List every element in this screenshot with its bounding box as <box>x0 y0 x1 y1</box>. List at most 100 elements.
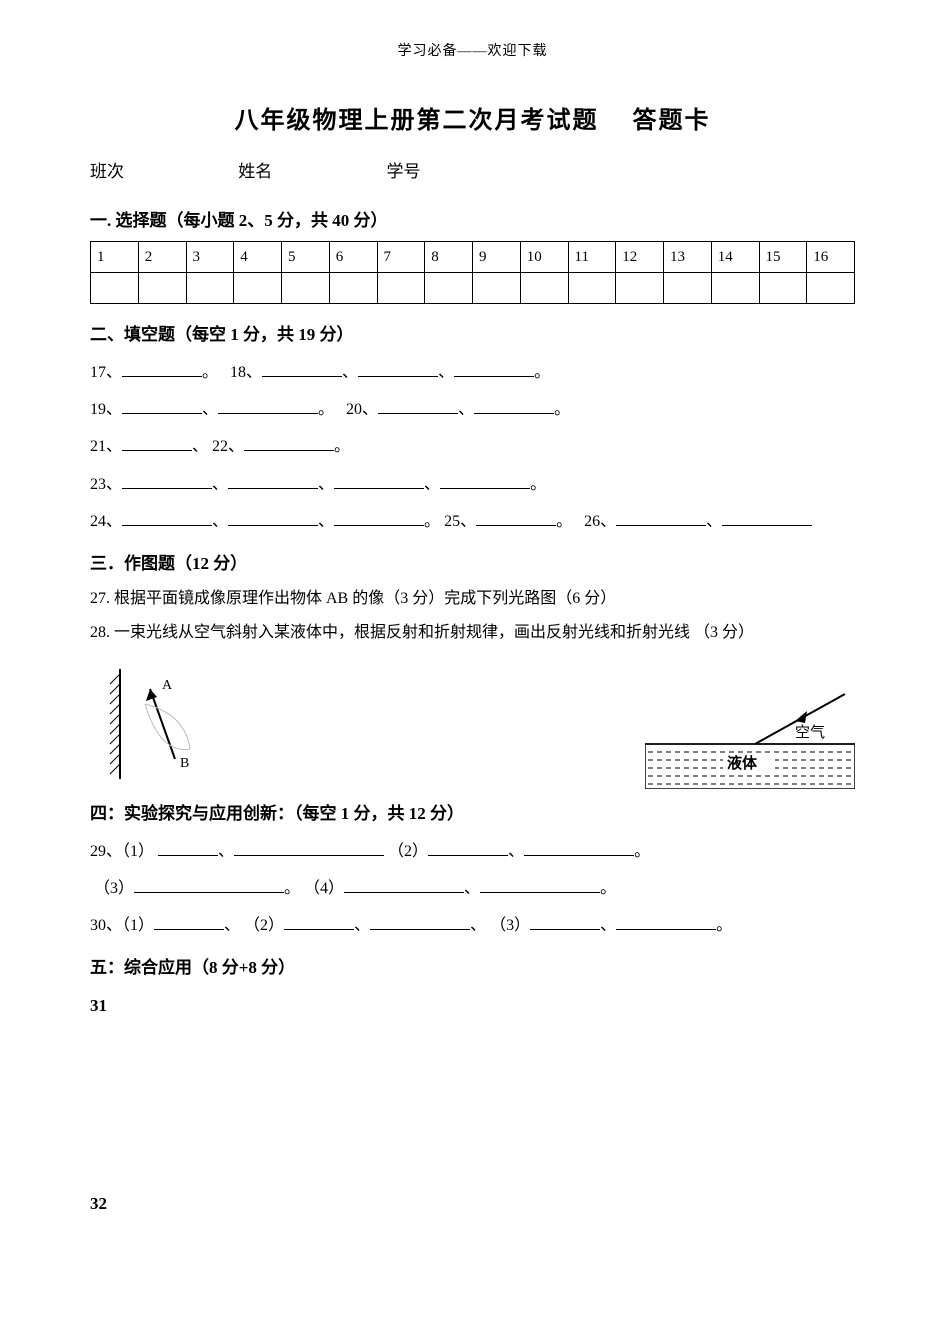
table-row: 1 2 3 4 5 6 7 8 9 10 11 12 13 14 15 16 <box>91 242 855 273</box>
blank[interactable] <box>218 396 318 415</box>
period: 。 <box>284 880 300 897</box>
line-19-20: 19、、。 20、、。 <box>90 392 855 427</box>
blank[interactable] <box>616 507 706 526</box>
q19-label: 19、 <box>90 401 122 418</box>
q30-label: 30、 <box>90 917 122 934</box>
period: 。 <box>334 438 350 455</box>
blank[interactable] <box>454 358 534 377</box>
blank[interactable] <box>530 912 600 931</box>
mc-ans-11[interactable] <box>568 273 616 304</box>
blank[interactable] <box>234 837 384 856</box>
blank[interactable] <box>284 912 354 931</box>
q23-label: 23、 <box>90 476 122 493</box>
p1: （1） <box>122 917 154 934</box>
sep: 、 <box>706 513 722 530</box>
mc-ans-1[interactable] <box>91 273 139 304</box>
mc-col-2: 2 <box>138 242 186 273</box>
refraction-diagram: 空气 液体 <box>645 689 855 789</box>
period: 。 <box>534 364 550 381</box>
p3: （3） <box>94 880 134 897</box>
q28-text: 28. 一束光线从空气斜射入某液体中，根据反射和折射规律，画出反射光线和折射光线… <box>90 618 855 648</box>
blank[interactable] <box>244 433 334 452</box>
blank[interactable] <box>122 396 202 415</box>
section4-heading: 四：实验探究与应用创新：（每空 1 分，共 12 分） <box>90 799 855 824</box>
mc-ans-12[interactable] <box>616 273 664 304</box>
line-23: 23、、、、。 <box>90 467 855 502</box>
mc-col-14: 14 <box>711 242 759 273</box>
mc-ans-8[interactable] <box>425 273 473 304</box>
blank[interactable] <box>134 874 284 893</box>
q21-label: 21、 <box>90 438 122 455</box>
q29-label: 29、 <box>90 843 122 860</box>
period: 。 <box>318 401 334 418</box>
blank[interactable] <box>476 507 556 526</box>
blank[interactable] <box>122 433 192 452</box>
page-title: 八年级物理上册第二次月考试题 <box>235 108 599 134</box>
air-label: 空气 <box>795 724 825 741</box>
mc-ans-4[interactable] <box>234 273 282 304</box>
blank[interactable] <box>154 912 224 931</box>
q25-label: 25、 <box>444 513 476 530</box>
blank[interactable] <box>344 874 464 893</box>
blank[interactable] <box>440 470 530 489</box>
blank[interactable] <box>722 507 812 526</box>
sep: 、 <box>354 917 370 934</box>
period: 。 <box>556 513 572 530</box>
q32-label: 32 <box>90 1194 855 1214</box>
p4: （4） <box>304 880 344 897</box>
sep: 、 <box>508 843 524 860</box>
class-label: 班次 <box>90 162 124 181</box>
blank[interactable] <box>228 470 318 489</box>
q31-space[interactable] <box>90 1016 855 1176</box>
header-note-left: 学习必备 <box>398 44 458 59</box>
mc-ans-5[interactable] <box>282 273 330 304</box>
blank[interactable] <box>122 358 202 377</box>
blank[interactable] <box>122 470 212 489</box>
mc-ans-15[interactable] <box>759 273 807 304</box>
info-row: 班次 姓名 学号 <box>90 157 855 182</box>
mc-ans-16[interactable] <box>807 273 855 304</box>
blank[interactable] <box>228 507 318 526</box>
sep: 、 <box>192 438 208 455</box>
mc-ans-6[interactable] <box>329 273 377 304</box>
mc-col-5: 5 <box>282 242 330 273</box>
blank[interactable] <box>334 507 424 526</box>
mc-ans-10[interactable] <box>520 273 568 304</box>
mc-ans-14[interactable] <box>711 273 759 304</box>
page: 学习必备——欢迎下载 八年级物理上册第二次月考试题 答题卡 班次 姓名 学号 一… <box>0 0 945 1274</box>
q24-label: 24、 <box>90 513 122 530</box>
q26-label: 26、 <box>584 513 616 530</box>
p2: （2） <box>388 843 428 860</box>
blank[interactable] <box>480 874 600 893</box>
q20-label: 20、 <box>346 401 378 418</box>
blank[interactable] <box>524 837 634 856</box>
period: 。 <box>554 401 570 418</box>
period: 。 <box>600 880 616 897</box>
mc-ans-2[interactable] <box>138 273 186 304</box>
line-17-18: 17、。 18、、、。 <box>90 355 855 390</box>
mc-ans-3[interactable] <box>186 273 234 304</box>
mc-table: 1 2 3 4 5 6 7 8 9 10 11 12 13 14 15 16 <box>90 241 855 304</box>
sep: 、 <box>342 364 358 381</box>
blank[interactable] <box>334 470 424 489</box>
sep: 、 <box>202 401 218 418</box>
line-29a: 29、（1） 、 （2）、。 <box>90 834 855 869</box>
blank[interactable] <box>122 507 212 526</box>
blank[interactable] <box>616 912 716 931</box>
sep: 、 <box>212 513 228 530</box>
blank[interactable] <box>378 396 458 415</box>
blank[interactable] <box>358 358 438 377</box>
id-label: 学号 <box>387 162 421 181</box>
blank[interactable] <box>428 837 508 856</box>
p2: （2） <box>244 917 284 934</box>
blank[interactable] <box>158 837 218 856</box>
sep: 、 <box>438 364 454 381</box>
sep: 、 <box>318 513 334 530</box>
mc-ans-9[interactable] <box>473 273 521 304</box>
blank[interactable] <box>474 396 554 415</box>
period: 。 <box>424 513 440 530</box>
mc-ans-7[interactable] <box>377 273 425 304</box>
mc-ans-13[interactable] <box>664 273 712 304</box>
blank[interactable] <box>370 912 470 931</box>
blank[interactable] <box>262 358 342 377</box>
